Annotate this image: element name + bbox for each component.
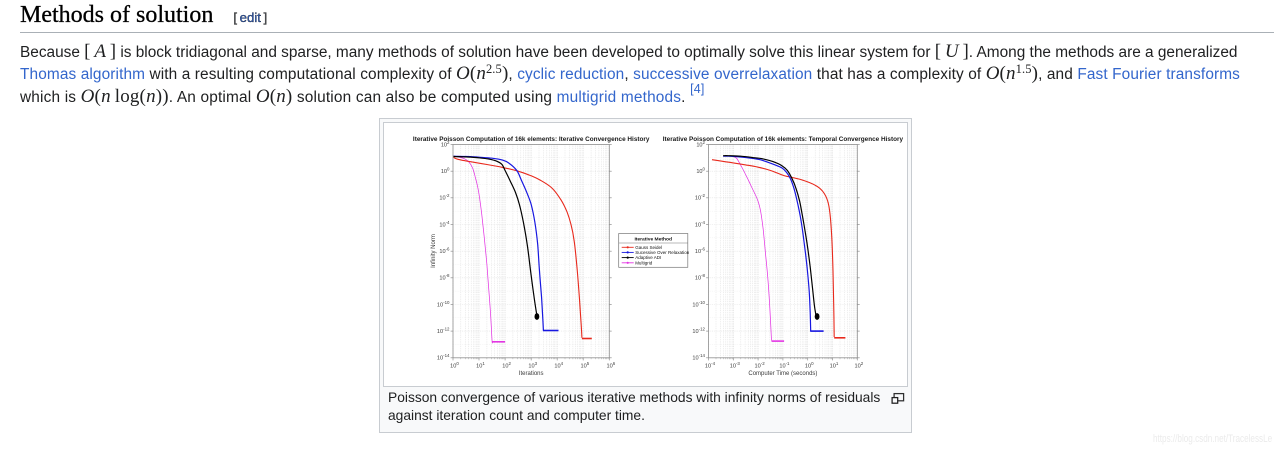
svg-text:Multigrid: Multigrid — [635, 260, 653, 265]
svg-text:Iterative Poisson Computation: Iterative Poisson Computation of 16k ele… — [413, 136, 650, 143]
svg-text:10-14: 10-14 — [437, 353, 450, 361]
svg-text:10-3: 10-3 — [730, 361, 741, 369]
svg-text:Gauss Seidel: Gauss Seidel — [635, 245, 662, 250]
svg-text:10-10: 10-10 — [692, 300, 705, 308]
svg-text:103: 103 — [528, 361, 537, 369]
svg-text:10-14: 10-14 — [692, 353, 705, 361]
svg-text:10-4: 10-4 — [439, 220, 450, 228]
svg-text:10-1: 10-1 — [779, 361, 790, 369]
svg-text:10-2: 10-2 — [755, 361, 766, 369]
svg-text:102: 102 — [696, 140, 705, 148]
svg-text:Iterative Poisson Computation: Iterative Poisson Computation of 16k ele… — [663, 136, 904, 143]
svg-text:Infinity Norm: Infinity Norm — [431, 234, 437, 268]
svg-text:101: 101 — [476, 361, 485, 369]
svg-text:10-6: 10-6 — [695, 247, 706, 255]
svg-text:104: 104 — [554, 361, 563, 369]
svg-text:106: 106 — [606, 361, 615, 369]
svg-text:10-2: 10-2 — [695, 193, 706, 201]
svg-text:10-10: 10-10 — [437, 300, 450, 308]
svg-text:10-4: 10-4 — [695, 220, 706, 228]
svg-text:Sucessive Over Relaxation: Sucessive Over Relaxation — [635, 250, 690, 255]
svg-text:101: 101 — [830, 361, 839, 369]
svg-text:102: 102 — [441, 140, 450, 148]
svg-text:10-6: 10-6 — [439, 247, 450, 255]
svg-text:10-8: 10-8 — [695, 273, 706, 281]
svg-text:10-4: 10-4 — [705, 361, 716, 369]
svg-text:10-2: 10-2 — [439, 193, 450, 201]
svg-text:10-12: 10-12 — [692, 327, 705, 335]
svg-text:102: 102 — [854, 361, 863, 369]
svg-text:Iterative Method: Iterative Method — [634, 237, 672, 243]
svg-text:100: 100 — [441, 167, 450, 175]
svg-text:10-8: 10-8 — [439, 273, 450, 281]
svg-text:Iterations: Iterations — [519, 371, 544, 377]
svg-text:100: 100 — [696, 167, 705, 175]
svg-text:100: 100 — [805, 361, 814, 369]
svg-text:100: 100 — [450, 361, 459, 369]
svg-text:102: 102 — [502, 361, 511, 369]
svg-text:105: 105 — [580, 361, 589, 369]
svg-text:Computer Time (seconds): Computer Time (seconds) — [748, 371, 817, 377]
svg-text:Adaptive ADI: Adaptive ADI — [635, 255, 661, 260]
svg-text:10-12: 10-12 — [437, 327, 450, 335]
